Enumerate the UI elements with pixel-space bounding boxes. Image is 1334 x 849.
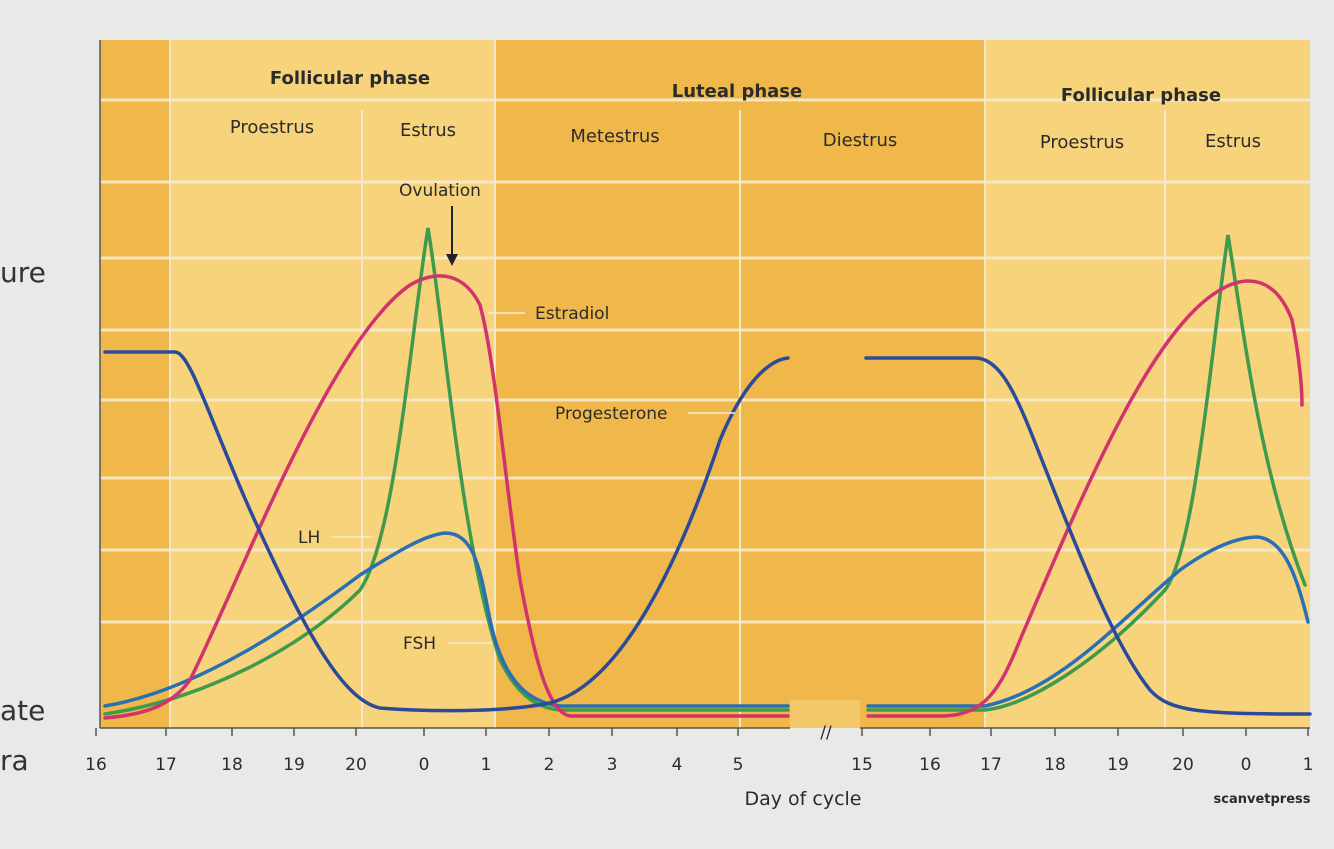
axis-break-gap (790, 700, 860, 728)
stage-label-estrus-2: Estrus (1205, 131, 1261, 152)
axis-break-mark: // (820, 723, 832, 743)
x-tick-label: 17 (980, 755, 1002, 775)
x-tick-label: 18 (221, 755, 243, 775)
x-tick-label: 4 (672, 755, 683, 775)
callout-leaders (332, 312, 735, 644)
phase-title-luteal: Luteal phase (672, 81, 802, 102)
stage-separators (169, 40, 1166, 728)
fsh-label: FSH (403, 634, 436, 654)
x-tick-label: 16 (919, 755, 941, 775)
x-tick-label: 1 (1303, 755, 1314, 775)
x-tick-label: 18 (1044, 755, 1066, 775)
x-tick-label: 0 (419, 755, 430, 775)
x-tick-label: 3 (607, 755, 618, 775)
series-lines (103, 227, 1312, 720)
x-tick-label: 17 (155, 755, 177, 775)
credit-text: scanvetpress (1214, 792, 1311, 807)
x-tick-label: 19 (1107, 755, 1129, 775)
stage-label-proestrus-2: Proestrus (1040, 132, 1124, 153)
margin-word-3: ra (0, 744, 29, 777)
stage-label-proestrus-1: Proestrus (230, 117, 314, 138)
margin-word-2: ate (0, 694, 46, 727)
band-pre (100, 40, 170, 728)
band-follicular-2 (985, 40, 1310, 728)
ovulation-arrow (446, 206, 458, 266)
x-axis-title: Day of cycle (744, 788, 861, 810)
stage-label-diestrus: Diestrus (823, 130, 898, 151)
margin-word-1: ure (0, 256, 46, 289)
x-tick-label: 5 (733, 755, 744, 775)
phase-title-follicular-1: Follicular phase (270, 68, 430, 89)
estradiol-label: Estradiol (535, 304, 609, 324)
x-tick-label: 1 (481, 755, 492, 775)
series-fsh-line (103, 531, 1310, 708)
lh-label: LH (298, 528, 320, 548)
x-tick-label: 0 (1241, 755, 1252, 775)
x-tick-label: 19 (283, 755, 305, 775)
x-tick-label: 15 (851, 755, 873, 775)
stage-label-estrus-1: Estrus (400, 120, 456, 141)
ovulation-label: Ovulation (399, 181, 481, 201)
progesterone-label: Progesterone (555, 404, 667, 424)
x-tick-labels: 16 17 18 19 20 0 1 2 3 4 5 15 16 17 18 19 20 0 1 (85, 728, 1313, 775)
x-tick-label: 20 (345, 755, 367, 775)
series-lh-line (103, 227, 1307, 716)
stage-label-metestrus: Metestrus (570, 126, 659, 147)
x-tick-label: 16 (85, 755, 107, 775)
series-estradiol-line (103, 274, 1304, 720)
x-tick-label: 2 (544, 755, 555, 775)
series-progesterone-line (103, 350, 1312, 716)
axes (99, 40, 1310, 729)
page-margin: ure ate ra (0, 0, 60, 849)
phase-title-follicular-2: Follicular phase (1061, 85, 1221, 106)
x-tick-label: 20 (1172, 755, 1194, 775)
